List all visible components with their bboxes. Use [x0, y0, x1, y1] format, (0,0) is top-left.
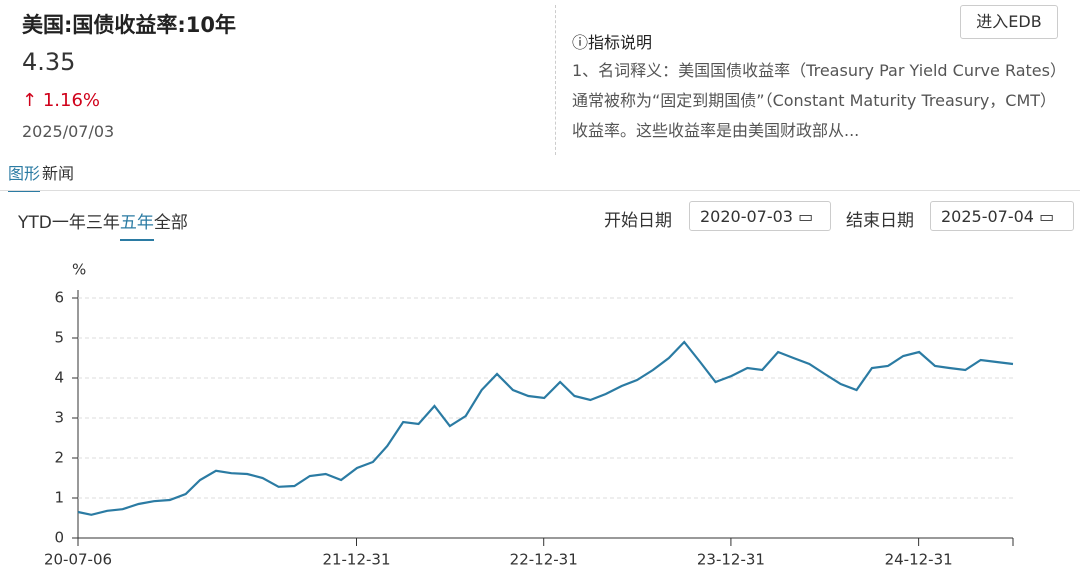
chart: % 0 1 2 3 4 5 6 20-07-06 21-12-31 22-12-31 23-12-31… [44, 261, 1014, 569]
start-date[interactable]: 2020-07-03 ▭ [689, 201, 831, 231]
start-label: 开始日期 [604, 211, 672, 231]
title: 美国:国债收益率:10年 [22, 13, 237, 37]
x-tick-label: 20-07-06 [44, 551, 112, 569]
y-axis-label: % [72, 261, 86, 279]
y-tick-label: 4 [54, 369, 64, 387]
tab[interactable]: 新闻 [42, 164, 75, 183]
tab[interactable]: 图形 [8, 160, 41, 192]
up-arrow: ↑ [22, 90, 43, 111]
y-tick-label: 0 [54, 529, 64, 547]
end-date[interactable]: 2025-07-04 ▭ [930, 201, 1074, 231]
range[interactable]: 三年 [85, 213, 120, 233]
divider [555, 5, 556, 155]
change: ↑ 1.16% [22, 90, 100, 111]
description: 1、名词释义：美国国债收益率（Treasury Par Yield Curve … [572, 61, 1058, 140]
date: 2025/07/03 [22, 122, 115, 141]
range[interactable]: 全部 [153, 213, 188, 233]
y-tick-label: 3 [54, 409, 64, 427]
change-value: 1.16% [42, 90, 100, 111]
help-icon: ⓘ [572, 33, 589, 52]
x-tick-label: 22-12-31 [510, 551, 578, 569]
range[interactable]: YTD [18, 213, 52, 233]
x-tick-label: 24-12-31 [885, 551, 953, 569]
y-tick-label: 5 [54, 329, 64, 347]
y-tick-label: 1 [54, 489, 64, 507]
end-date-text: 2025-07-04 [941, 207, 1034, 226]
line [77, 340, 1014, 516]
end-label: 结束日期 [846, 211, 914, 231]
y-tick-label: 2 [54, 449, 64, 467]
start-date-text: 2020-07-03 [700, 207, 793, 226]
description-title-text: 指标说明 [588, 33, 653, 52]
description-title: ⓘ指标说明 [572, 29, 652, 53]
edb-button[interactable]: 进入EDB [960, 5, 1058, 39]
range[interactable]: 五年 [119, 213, 154, 241]
tab-line [0, 190, 1080, 191]
x-tick-label: 23-12-31 [697, 551, 765, 569]
y-tick-label: 6 [54, 289, 64, 307]
range-bar: YTD一年三年五年全部 [18, 208, 188, 241]
x-tick-label: 21-12-31 [322, 551, 390, 569]
range[interactable]: 一年 [51, 213, 86, 233]
value: 4.35 [22, 48, 76, 76]
